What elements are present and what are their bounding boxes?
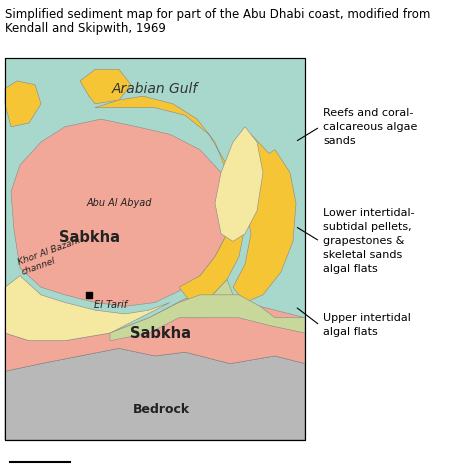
Polygon shape xyxy=(5,81,41,127)
Bar xyxy=(5,58,305,440)
Text: Simplified sediment map for part of the Abu Dhabi coast, modified from: Simplified sediment map for part of the … xyxy=(5,8,430,21)
Text: Sabkha: Sabkha xyxy=(130,326,191,340)
Polygon shape xyxy=(5,295,305,371)
Polygon shape xyxy=(80,69,131,104)
Polygon shape xyxy=(185,279,233,318)
Polygon shape xyxy=(5,276,170,341)
Polygon shape xyxy=(11,119,233,306)
Polygon shape xyxy=(95,96,245,302)
Polygon shape xyxy=(215,127,263,241)
Text: Kendall and Skipwith, 1969: Kendall and Skipwith, 1969 xyxy=(5,22,166,35)
Bar xyxy=(5,58,305,440)
Text: Upper intertidal
algal flats: Upper intertidal algal flats xyxy=(323,313,411,338)
Text: Khor Al Bazam
channel: Khor Al Bazam channel xyxy=(17,236,85,277)
Text: Lower intertidal-
subtidal pellets,
grapestones &
skeletal sands
algal flats: Lower intertidal- subtidal pellets, grap… xyxy=(323,208,415,274)
Text: Abu Al Abyad: Abu Al Abyad xyxy=(86,198,152,208)
Polygon shape xyxy=(5,348,305,440)
Text: Sabkha: Sabkha xyxy=(58,230,119,245)
Polygon shape xyxy=(233,134,296,302)
Text: Reefs and coral-
calcareous algae
sands: Reefs and coral- calcareous algae sands xyxy=(323,108,418,146)
Text: Arabian Gulf: Arabian Gulf xyxy=(112,81,198,96)
Polygon shape xyxy=(110,295,305,341)
Text: El Tarif: El Tarif xyxy=(94,300,127,310)
Text: Bedrock: Bedrock xyxy=(132,403,190,416)
